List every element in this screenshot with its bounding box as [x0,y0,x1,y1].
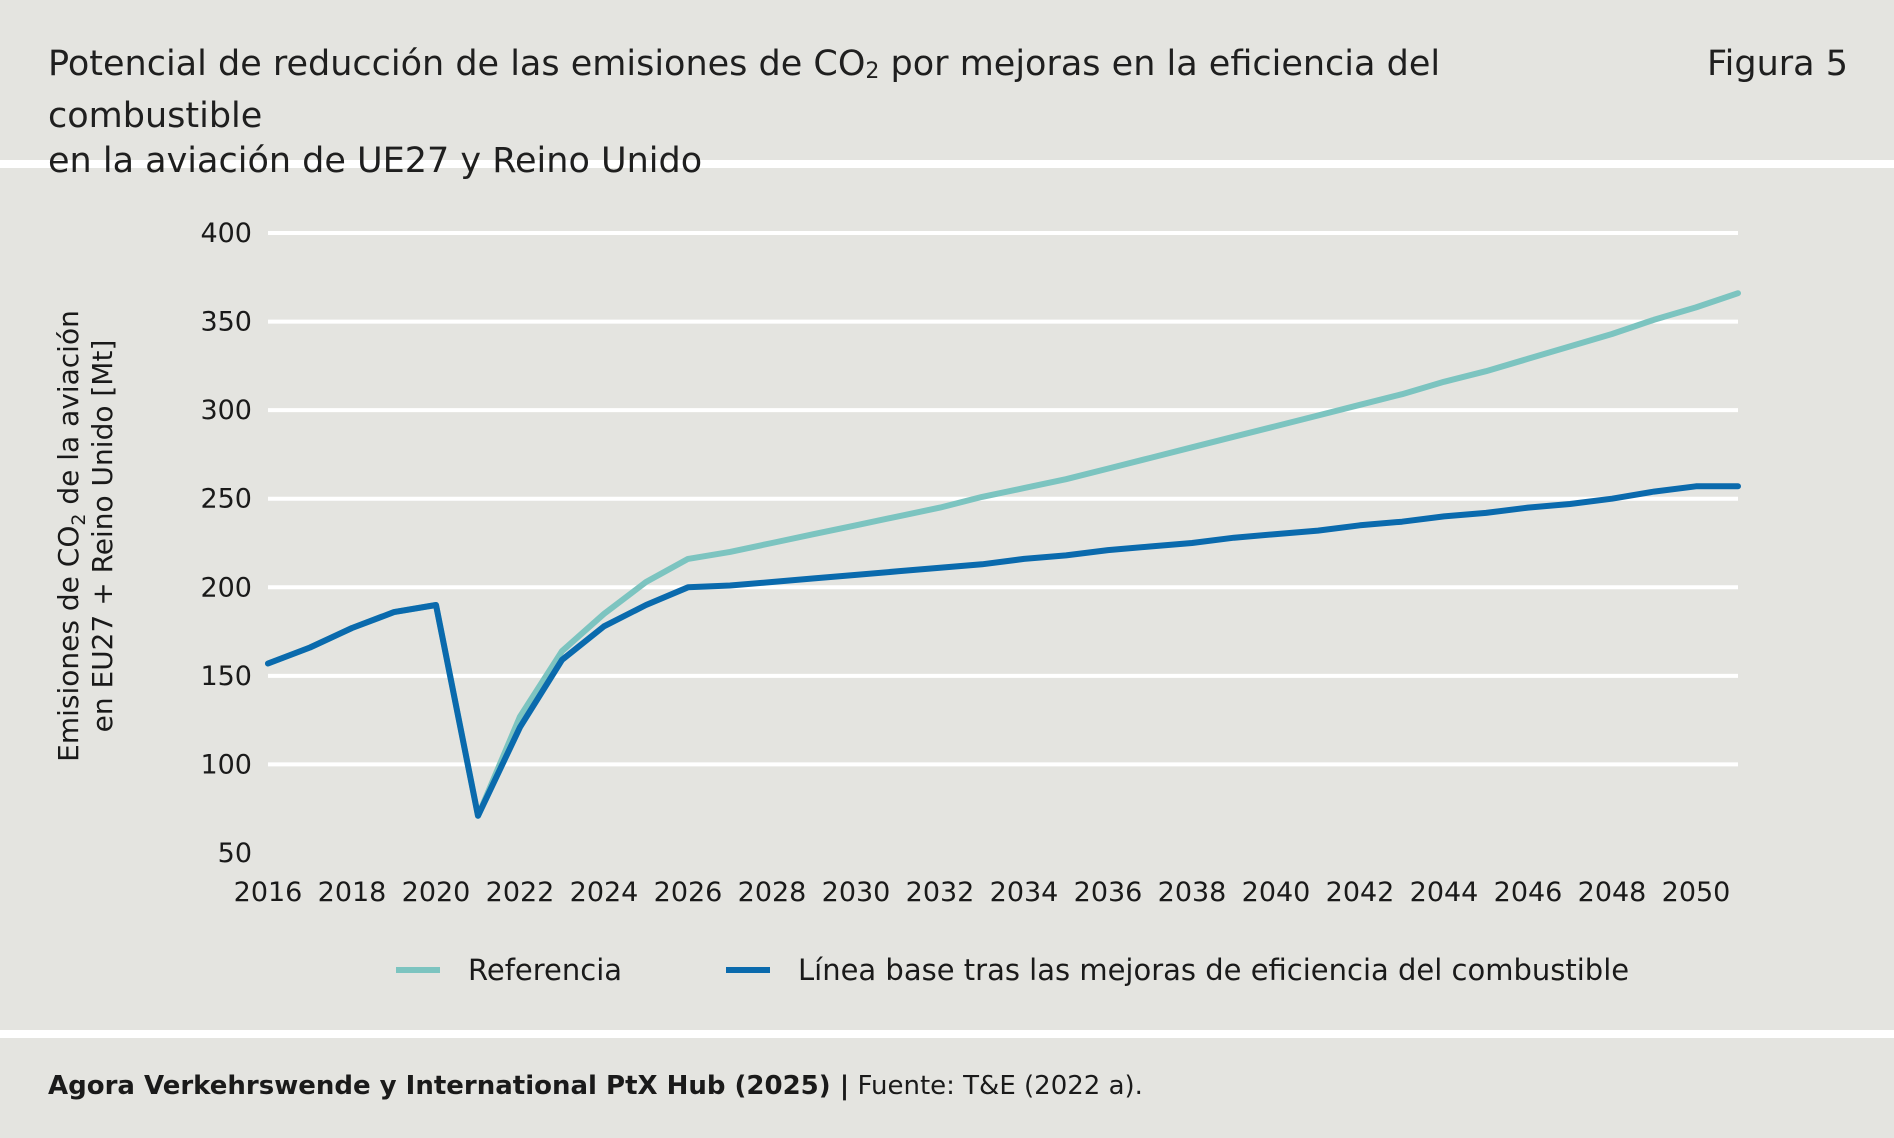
title-text-a: Potencial de reducción de las emisiones … [48,44,866,84]
x-tick-label: 2032 [906,877,975,908]
source-note: Agora Verkehrswende y International PtX … [48,1068,1143,1104]
x-tick-label: 2040 [1242,877,1311,908]
gridlines [268,231,1738,767]
y-tick-label: 50 [218,838,252,869]
x-tick-label: 2050 [1662,877,1731,908]
y-tick-label: 150 [200,661,252,692]
x-tick-label: 2026 [654,877,723,908]
source-reference: Fuente: T&E (2022 a). [849,1071,1143,1101]
legend-label: Línea base tras las mejoras de eficienci… [798,953,1629,987]
legend: Referencia Línea base tras las mejoras de… [396,953,1629,987]
y-axis-label-line2: en EU27 + Reino Unido [Mt] [86,340,119,733]
title-subscript: 2 [865,59,880,84]
x-tick-label: 2048 [1578,877,1647,908]
y-tick-label: 100 [200,749,252,780]
header-panel [0,0,1894,160]
line-chart: 50 100 150 200 250 300 350 400 2016 2018 2020 2022… [52,218,1741,987]
x-tick-label: 2018 [318,877,387,908]
y-tick-label: 400 [200,218,252,249]
x-tick-label: 2028 [738,877,807,908]
chart-title: Potencial de reducción de las emisiones … [48,42,1608,184]
x-tick-label: 2024 [570,877,639,908]
x-tick-label: 2044 [1410,877,1479,908]
x-tick-label: 2030 [822,877,891,908]
x-axis-ticks: 2016 2018 2020 2022 2024 2026 2028 2030 2032 2034… [234,877,1731,908]
x-tick-label: 2038 [1158,877,1227,908]
y-axis-ticks: 50 100 150 200 250 300 350 400 [200,218,252,869]
x-tick-label: 2022 [486,877,555,908]
x-tick-label: 2020 [402,877,471,908]
source-attribution: Agora Verkehrswende y International PtX … [48,1071,850,1101]
x-tick-label: 2046 [1494,877,1563,908]
series-line-referencia [265,290,1741,819]
x-tick-label: 2034 [990,877,1059,908]
series-lines [265,290,1741,819]
figure-label: Figura 5 [1707,44,1848,84]
x-tick-label: 2016 [234,877,303,908]
y-axis-label-line1: Emisiones de CO2 de la aviación [52,310,90,762]
title-text-b: por mejoras en la eficiencia del combust… [48,44,1441,136]
legend-item-linea-base: Línea base tras las mejoras de eficienci… [726,953,1629,987]
series-line-linea-base [265,483,1741,819]
footer-panel [0,1038,1894,1138]
y-tick-label: 250 [200,484,252,515]
x-tick-label: 2042 [1326,877,1395,908]
chart-panel [0,168,1894,1030]
y-tick-label: 350 [200,307,252,338]
y-tick-label: 200 [200,572,252,603]
x-tick-label: 2036 [1074,877,1143,908]
legend-item-referencia: Referencia [396,953,622,987]
y-tick-label: 300 [200,395,252,426]
title-line-2: en la aviación de UE27 y Reino Unido [48,141,703,181]
legend-label: Referencia [468,953,622,987]
